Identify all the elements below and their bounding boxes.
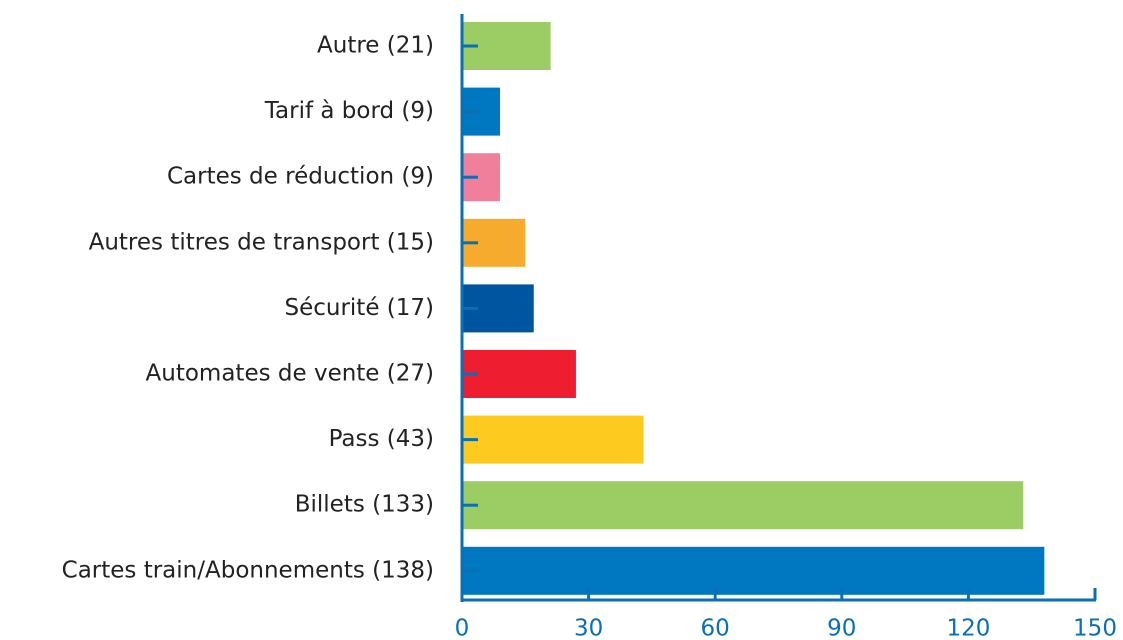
category-label: Pass (43) [329, 426, 434, 452]
category-label: Tarif à bord (9) [264, 98, 434, 124]
x-tick-label: 30 [574, 616, 603, 640]
bar [462, 481, 1024, 530]
category-label: Cartes de réduction (9) [167, 164, 434, 190]
x-tick-label: 120 [946, 616, 990, 640]
category-label: Billets (133) [295, 492, 434, 518]
category-label: Cartes train/Abonnements (138) [62, 557, 434, 583]
x-tick-label: 90 [827, 616, 856, 640]
bar [462, 546, 1045, 595]
category-label: Sécurité (17) [284, 295, 434, 321]
x-tick-label: 0 [455, 616, 470, 640]
x-tick-label: 60 [701, 616, 730, 640]
category-label: Autres titres de transport (15) [89, 229, 434, 255]
bar [462, 350, 576, 398]
category-label: Automates de vente (27) [146, 361, 434, 387]
category-label: Autre (21) [317, 33, 434, 59]
bar [462, 415, 644, 464]
x-tick-label: 150 [1073, 616, 1117, 640]
